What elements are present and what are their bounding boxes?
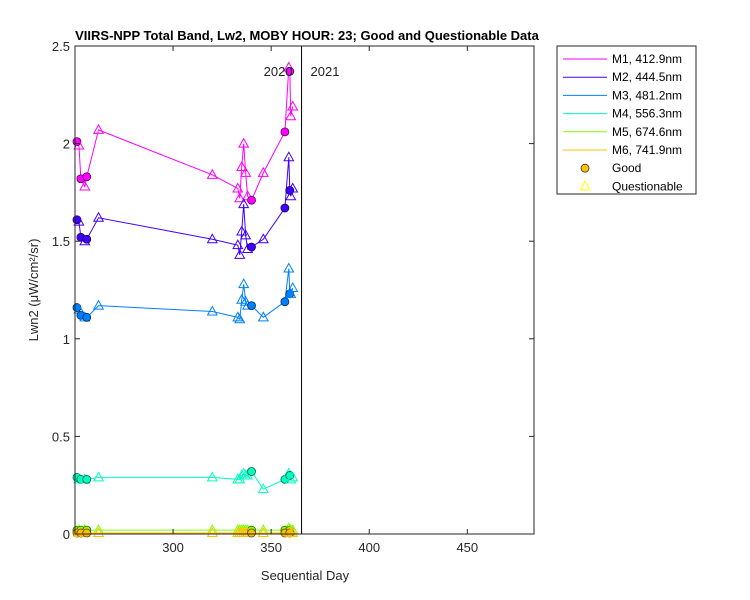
year-label-2020: 2020 xyxy=(264,64,293,79)
good-point xyxy=(280,297,290,307)
questionable-point xyxy=(234,192,246,203)
questionable-point xyxy=(238,278,250,289)
questionable-point xyxy=(257,166,269,177)
series-2 xyxy=(72,151,299,259)
legend-questionable-marker xyxy=(579,180,591,191)
y-tick-label-2: 1 xyxy=(63,332,70,347)
questionable-point xyxy=(79,180,91,191)
legend-label-5: M5, 674.6nm xyxy=(612,125,682,139)
questionable-point xyxy=(206,471,218,482)
series-6 xyxy=(72,526,299,538)
good-point xyxy=(82,234,92,244)
good-point xyxy=(247,242,256,252)
questionable-point xyxy=(257,483,269,494)
good-point xyxy=(247,528,256,538)
questionable-point xyxy=(232,182,244,193)
good-point xyxy=(285,66,295,76)
series-1 xyxy=(72,61,299,205)
year-label-2021: 2021 xyxy=(311,64,340,79)
questionable-point xyxy=(206,305,218,316)
y-axis-label: Lwn2 (μW/cm²/sr) xyxy=(26,239,41,342)
good-point xyxy=(82,528,92,538)
questionable-point xyxy=(287,182,299,193)
legend-label-6: M6, 741.9nm xyxy=(612,143,682,157)
questionable-point xyxy=(92,123,105,134)
questionable-point xyxy=(238,137,250,148)
x-tick-label-2: 400 xyxy=(358,540,380,555)
x-tick-label-3: 450 xyxy=(456,540,478,555)
questionable-point xyxy=(92,526,105,538)
good-point xyxy=(82,312,92,322)
questionable-point xyxy=(73,139,85,150)
questionable-point xyxy=(92,471,105,482)
questionable-point xyxy=(285,190,297,201)
questionable-point xyxy=(257,526,269,538)
legend-label-4: M4, 556.3nm xyxy=(612,107,682,121)
good-point xyxy=(82,172,92,182)
legend-box xyxy=(556,45,697,195)
questionable-point xyxy=(285,110,297,121)
questionable-point xyxy=(285,473,297,484)
x-tick-label-1: 350 xyxy=(260,540,282,555)
legend-label-1: M1, 412.9nm xyxy=(612,52,682,66)
questionable-point xyxy=(257,233,269,244)
questionable-point xyxy=(257,311,269,322)
y-tick-label-0: 0 xyxy=(63,527,70,542)
legend-label-questionable: Questionable xyxy=(612,179,683,193)
questionable-point xyxy=(206,526,218,538)
questionable-point xyxy=(234,248,246,259)
questionable-point xyxy=(73,215,85,226)
questionable-point xyxy=(232,311,244,322)
questionable-point xyxy=(285,287,297,298)
x-axis-label: Sequential Day xyxy=(261,568,350,583)
questionable-point xyxy=(287,526,299,538)
questionable-point xyxy=(283,262,295,273)
questionable-point xyxy=(240,229,252,240)
good-point xyxy=(247,195,256,205)
legend-good-marker xyxy=(580,163,590,173)
legend-label-2: M2, 444.5nm xyxy=(612,70,682,84)
questionable-point xyxy=(236,225,248,236)
y-tick-label-3: 1.5 xyxy=(52,234,70,249)
x-axis: 300 350 400 450 xyxy=(162,46,478,555)
questionable-point xyxy=(92,211,105,222)
x-tick-label-0: 300 xyxy=(162,540,184,555)
questionable-point xyxy=(238,198,250,209)
questionable-point xyxy=(234,313,246,324)
good-point xyxy=(247,467,256,476)
series-line-1 xyxy=(76,67,294,202)
chart-title: VIIRS-NPP Total Band, Lw2, MOBY HOUR: 23… xyxy=(75,28,539,43)
legend: M1, 412.9nm M2, 444.5nm M3, 481.2nm M4, 556… xyxy=(556,45,697,195)
plot-area: 2020 2021 xyxy=(72,45,535,538)
questionable-point xyxy=(206,233,218,244)
questionable-point xyxy=(287,471,299,482)
good-point xyxy=(247,301,256,311)
questionable-point xyxy=(236,160,248,172)
good-point xyxy=(82,474,92,484)
plot-background xyxy=(75,46,534,534)
questionable-point xyxy=(287,282,299,293)
plot-frame xyxy=(74,45,535,535)
questionable-point xyxy=(232,239,244,250)
questionable-point xyxy=(240,166,252,177)
questionable-point xyxy=(206,168,218,179)
legend-label-good: Good xyxy=(612,161,641,175)
series-4 xyxy=(72,467,299,494)
questionable-point xyxy=(92,299,105,310)
questionable-point xyxy=(287,100,299,111)
y-tick-label-4: 2 xyxy=(63,137,70,152)
legend-label-3: M3, 481.2nm xyxy=(612,88,682,102)
good-point xyxy=(280,127,290,137)
y-tick-label-5: 2.5 xyxy=(52,39,70,54)
good-point xyxy=(280,203,290,213)
y-tick-label-1: 0.5 xyxy=(52,429,70,444)
questionable-point xyxy=(283,151,295,162)
y-axis: 0 0.5 1 1.5 2 2.5 xyxy=(52,39,534,542)
